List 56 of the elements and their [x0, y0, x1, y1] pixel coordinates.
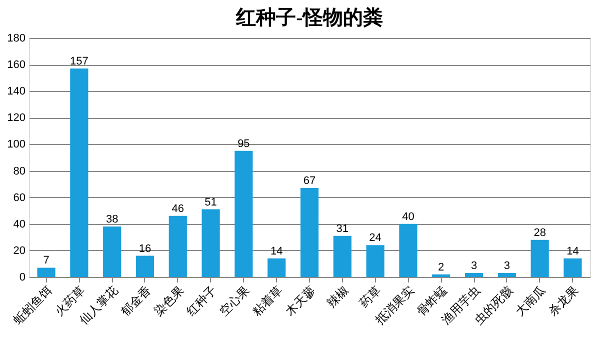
bar	[399, 224, 418, 277]
x-tick-label: 杀龙果	[546, 283, 582, 318]
y-tick-label: 140	[7, 86, 26, 98]
data-label: 28	[534, 226, 546, 239]
x-tick-label: 空心果	[216, 283, 252, 318]
chart-title: 红种子-怪物的粪	[235, 6, 383, 29]
x-tick-label: 染色果	[151, 283, 186, 318]
data-label: 7	[43, 254, 50, 267]
y-tick-label: 160	[7, 59, 26, 72]
x-tick-label: 辣椒	[324, 283, 351, 310]
bar	[530, 240, 549, 277]
bar	[464, 273, 484, 277]
x-tick-label: 大南瓜	[512, 283, 548, 318]
data-label: 3	[504, 260, 510, 272]
data-label: 2	[438, 261, 444, 274]
bar	[564, 258, 582, 277]
data-label: 40	[402, 210, 414, 223]
data-label: 95	[238, 138, 250, 150]
y-tick-label: 100	[7, 138, 26, 151]
y-tick-label: 180	[7, 32, 26, 44]
bar	[268, 258, 286, 277]
x-tick-label: 药草	[356, 283, 384, 310]
data-label: 14	[270, 245, 283, 258]
y-tick-label: 80	[13, 165, 26, 178]
y-tick-label: 120	[7, 112, 26, 124]
bar	[70, 68, 88, 277]
bar	[333, 236, 352, 277]
x-tick-label: 郁金香	[118, 283, 154, 318]
y-tick-label: 0	[19, 272, 26, 284]
data-label: 38	[106, 214, 118, 226]
bar	[498, 273, 516, 277]
bar	[202, 209, 220, 277]
data-label: 16	[138, 242, 152, 255]
data-label: 67	[303, 175, 316, 188]
y-tick-label: 60	[13, 192, 26, 204]
y-tick-label: 20	[13, 244, 26, 257]
bar	[136, 256, 154, 277]
y-tick-label: 40	[13, 218, 26, 230]
data-label: 3	[470, 260, 478, 272]
bar	[37, 268, 56, 277]
data-label: 14	[566, 245, 579, 258]
bar	[432, 274, 450, 277]
bar	[366, 245, 384, 277]
x-tick-label: 蚯蚓鱼饵	[10, 283, 55, 327]
bar	[103, 226, 122, 277]
bar	[234, 150, 253, 277]
bar	[300, 188, 319, 277]
data-label: 31	[336, 222, 349, 235]
x-tick-label: 红种子	[184, 283, 220, 318]
data-label: 46	[172, 202, 184, 215]
x-tick-label: 粘着草	[250, 283, 286, 318]
data-label: 24	[369, 232, 382, 244]
data-label: 51	[204, 196, 217, 208]
bar	[168, 216, 187, 277]
data-label: 157	[70, 56, 88, 68]
x-tick-label: 木天蓼	[282, 283, 318, 318]
